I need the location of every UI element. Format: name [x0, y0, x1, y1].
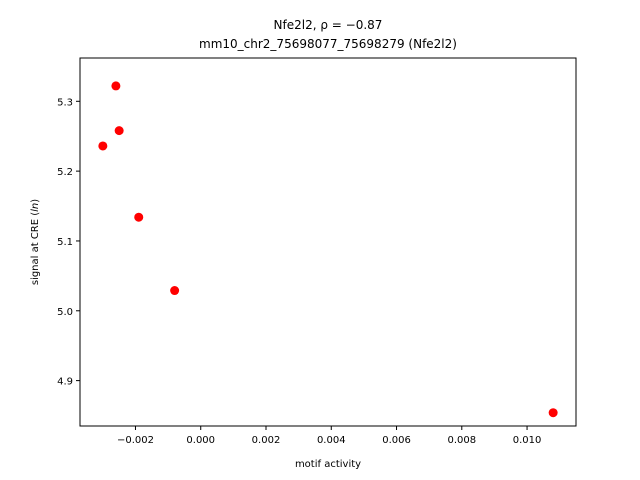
x-tick-label-7: 0.010: [513, 435, 542, 446]
data-point-1: [111, 81, 121, 91]
x-tick-label-6: 0.008: [447, 435, 476, 446]
y-tick-label-5: 5.3: [57, 97, 73, 108]
x-tick-label-4: 0.004: [317, 435, 346, 446]
plot-frame: [79, 57, 577, 427]
y-axis-label-end: ): [30, 199, 41, 203]
data-point-4: [134, 212, 144, 222]
y-axis-label: signal at CRE (ln): [30, 199, 41, 285]
x-tick-label-3: 0.002: [252, 435, 281, 446]
data-point-2: [114, 126, 124, 136]
chart-title-line-2: mm10_chr2_75698077_75698279 (Nfe2l2): [199, 37, 457, 51]
x-tick-label-1: −0.002: [117, 435, 154, 446]
x-tick-label-2: 0.000: [186, 435, 215, 446]
data-point-3: [98, 141, 108, 151]
y-axis-label-main: signal at CRE (: [30, 212, 41, 285]
y-axis-label-italic: ln: [30, 203, 41, 212]
y-tick-label-4: 5.2: [57, 167, 73, 178]
plot-area: −0.002 0.000 0.002 0.004 0.006 0.008 0.010 4.9 5…: [57, 57, 577, 446]
chart-title: Nfe2l2, ρ = −0.87 mm10_chr2_75698077_756…: [199, 18, 457, 51]
y-tick-label-1: 4.9: [57, 377, 73, 388]
x-tick-label-5: 0.006: [382, 435, 411, 446]
x-axis-label: motif activity: [295, 459, 361, 470]
chart-title-line-1: Nfe2l2, ρ = −0.87: [274, 18, 383, 32]
y-tick-label-2: 5.0: [57, 307, 73, 318]
y-tick-label-3: 5.1: [57, 237, 73, 248]
data-point-5: [170, 286, 180, 296]
data-point-6: [548, 408, 558, 418]
